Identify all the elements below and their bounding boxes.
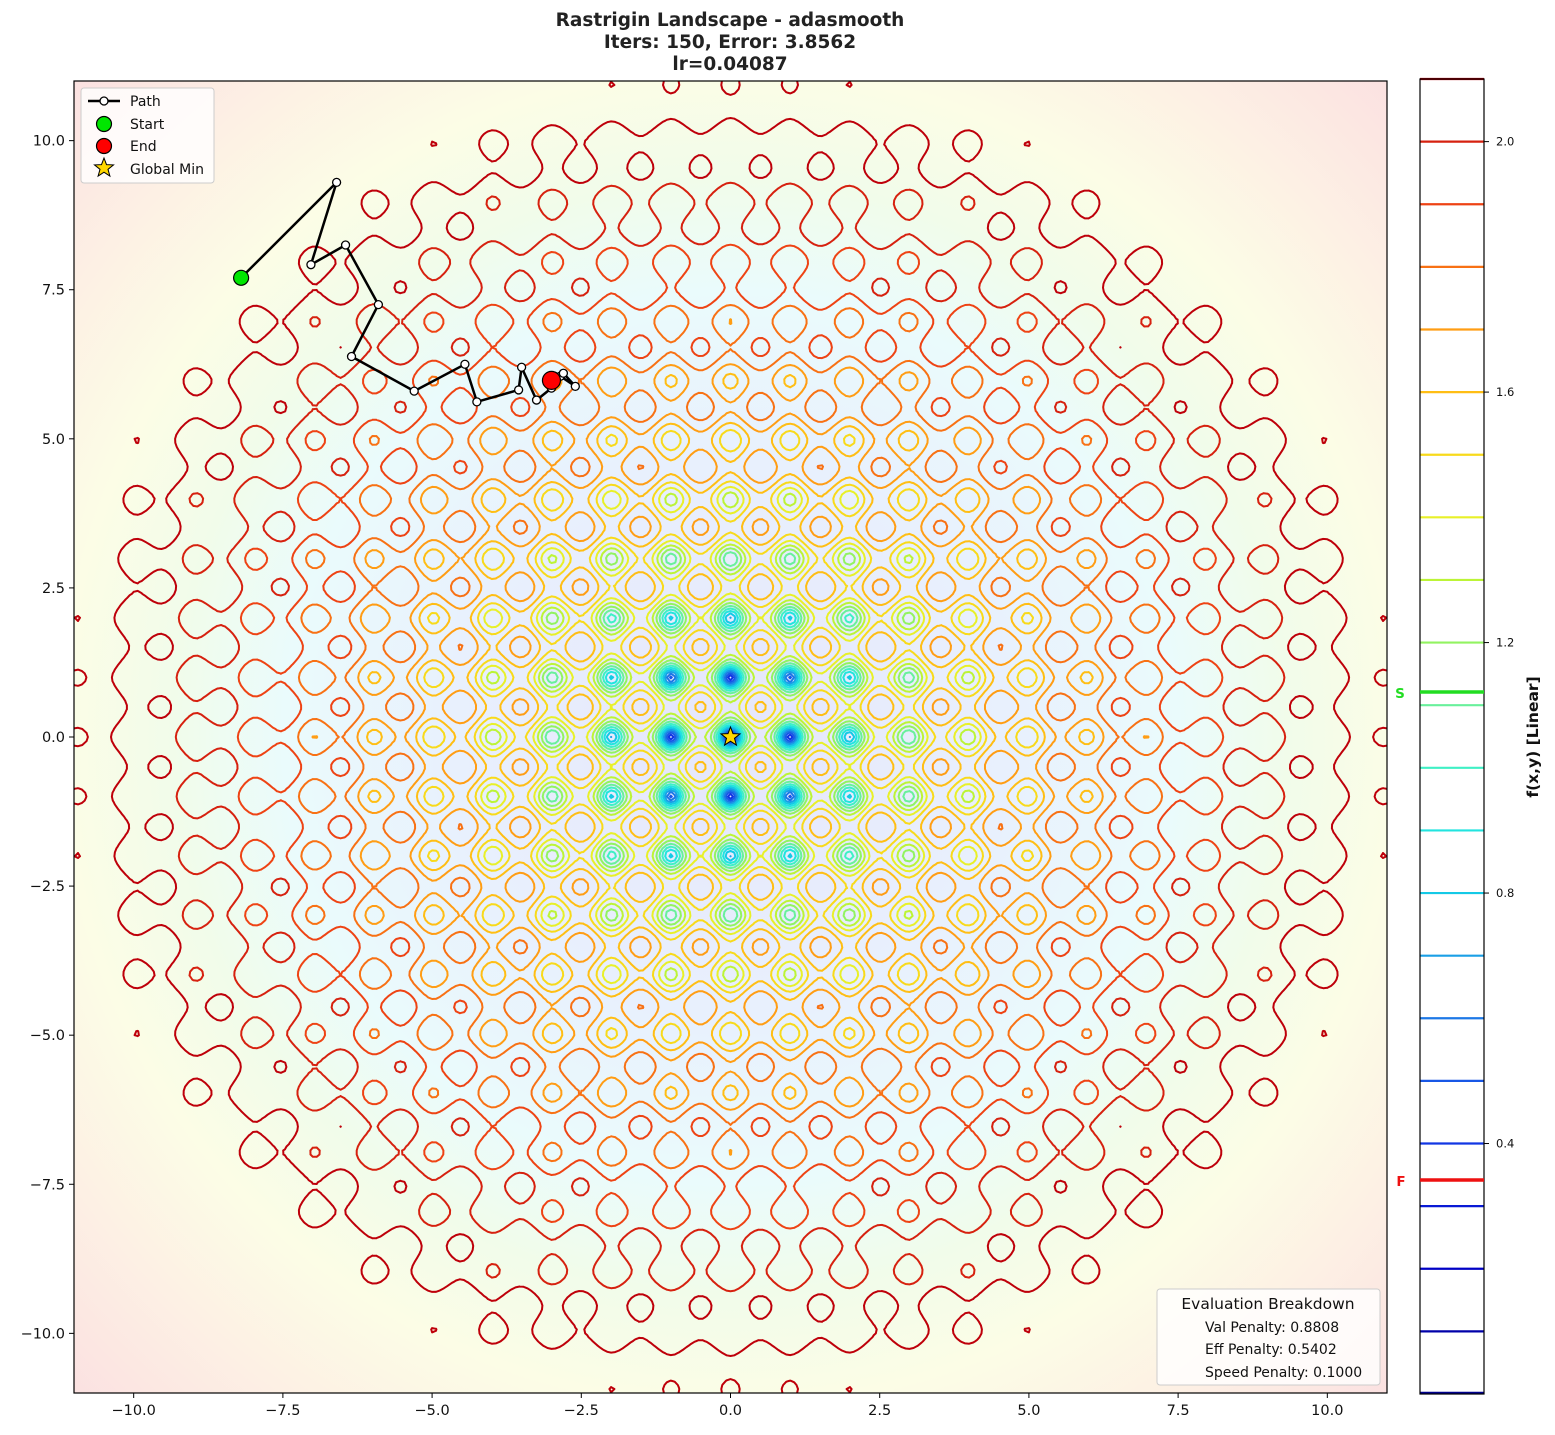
colorbar-tick-label: 2.0 (1496, 135, 1514, 149)
x-tick-label: 2.5 (868, 1403, 891, 1419)
evaluation-breakdown-box: Evaluation Breakdown Val Penalty: 0.8808… (1156, 1288, 1381, 1386)
x-tick-label: 0.0 (719, 1403, 742, 1419)
x-tick-label: 5.0 (1017, 1403, 1040, 1419)
x-tick-label: −5.0 (414, 1403, 449, 1419)
x-tick-label: 10.0 (1311, 1403, 1343, 1419)
y-tick-label: −7.5 (30, 1177, 65, 1193)
contour-level (366, 372, 1095, 1102)
contour-level (544, 551, 917, 923)
y-tick-label: 0.0 (42, 730, 65, 746)
legend-path-label: Path (130, 94, 161, 110)
colorbar-ticks: 0.4 0.8 1.2 1.6 2.0 (1484, 135, 1514, 1151)
start-marker (233, 269, 250, 286)
colorbar-tick-label: 1.2 (1496, 636, 1514, 650)
path-point (570, 381, 580, 391)
contour-level (311, 318, 1150, 1156)
path-point (306, 260, 316, 270)
contour-level (236, 243, 1225, 1231)
x-tick-label: −2.5 (564, 1403, 599, 1419)
path-point (409, 386, 419, 396)
contour-lines (74, 81, 1387, 1393)
colorbar-frame (1419, 78, 1485, 1395)
contour-level (422, 428, 1039, 1046)
y-tick-label: 5.0 (42, 432, 65, 448)
contour-level (600, 607, 861, 867)
path-point (373, 299, 384, 310)
path-point (346, 351, 357, 362)
y-tick-label: −2.5 (30, 879, 65, 895)
legend-start-label: Start (130, 117, 165, 133)
chart-title: Rastrigin Landscape - adasmooth Iters: 1… (430, 10, 1030, 76)
x-axis: −10.0 −7.5 −5.0 −2.5 0.0 2.5 5.0 7.5 10.0 (111, 1393, 1343, 1419)
global-min-marker (719, 725, 742, 747)
contour-level (540, 547, 921, 927)
val-penalty: Val Penalty: 0.8808 (1205, 1320, 1339, 1336)
legend-end-label: End (130, 139, 157, 155)
evaluation-title: Evaluation Breakdown (1181, 1295, 1354, 1313)
eff-penalty: Eff Penalty: 0.5402 (1205, 1342, 1337, 1358)
legend: Path Start End Global Min (80, 87, 215, 184)
title-line-2: Iters: 150, Error: 3.8562 (603, 32, 857, 53)
x-tick-label: 7.5 (1167, 1403, 1190, 1419)
path-point (331, 177, 342, 188)
y-axis: −10.0 −7.5 −5.0 −2.5 0.0 2.5 5.0 7.5 10.0 (21, 134, 74, 1342)
y-tick-label: 7.5 (42, 283, 65, 299)
path-point (531, 395, 542, 405)
colorbar-tick-label: 0.8 (1496, 886, 1514, 900)
legend-global-min-label: Global Min (130, 162, 204, 178)
colorbar-tick-label: 0.4 (1496, 1137, 1514, 1151)
contour-level (74, 81, 1387, 1393)
path-point (513, 385, 524, 395)
contour-level (479, 485, 982, 989)
x-tick-label: −10.0 (111, 1403, 155, 1419)
contour-level (610, 616, 851, 858)
contour-level (664, 670, 797, 804)
end-marker (541, 370, 562, 390)
contour-level (484, 491, 977, 983)
title-line-3: lr=0.04087 (672, 54, 788, 75)
y-tick-label: 10.0 (33, 134, 65, 150)
colorbar-label: f(x,y) [Linear] (1524, 676, 1542, 797)
contour-level (603, 610, 858, 864)
path-point (472, 397, 482, 407)
path-point (340, 240, 351, 250)
path-point (460, 359, 470, 369)
final-marker-label: F (1396, 1174, 1405, 1190)
contour-level (174, 181, 1287, 1293)
contour-level (297, 304, 1164, 1170)
end-legend-icon (95, 137, 113, 155)
star-legend-icon (93, 156, 115, 178)
colorbar-tick-label: 1.6 (1496, 385, 1514, 399)
title-line-1: Rastrigin Landscape - adasmooth (555, 10, 905, 31)
global-min-star (719, 725, 742, 747)
y-tick-label: 2.5 (42, 581, 65, 597)
speed-penalty: Speed Penalty: 0.1000 (1205, 1365, 1362, 1381)
start-marker-label: S (1395, 686, 1405, 702)
contour-level (605, 612, 856, 862)
path-point (558, 368, 569, 378)
colorbar: 0.4 0.8 1.2 1.6 2.0 S F f(x,y) [Linear] (1395, 77, 1542, 1395)
start-legend-icon (95, 115, 113, 133)
x-tick-label: −7.5 (265, 1403, 300, 1419)
y-tick-label: −10.0 (21, 1326, 65, 1342)
y-tick-label: −5.0 (30, 1028, 65, 1044)
optimizer-path (233, 177, 580, 407)
path-marker-icon (99, 96, 109, 106)
path-point (516, 362, 527, 372)
